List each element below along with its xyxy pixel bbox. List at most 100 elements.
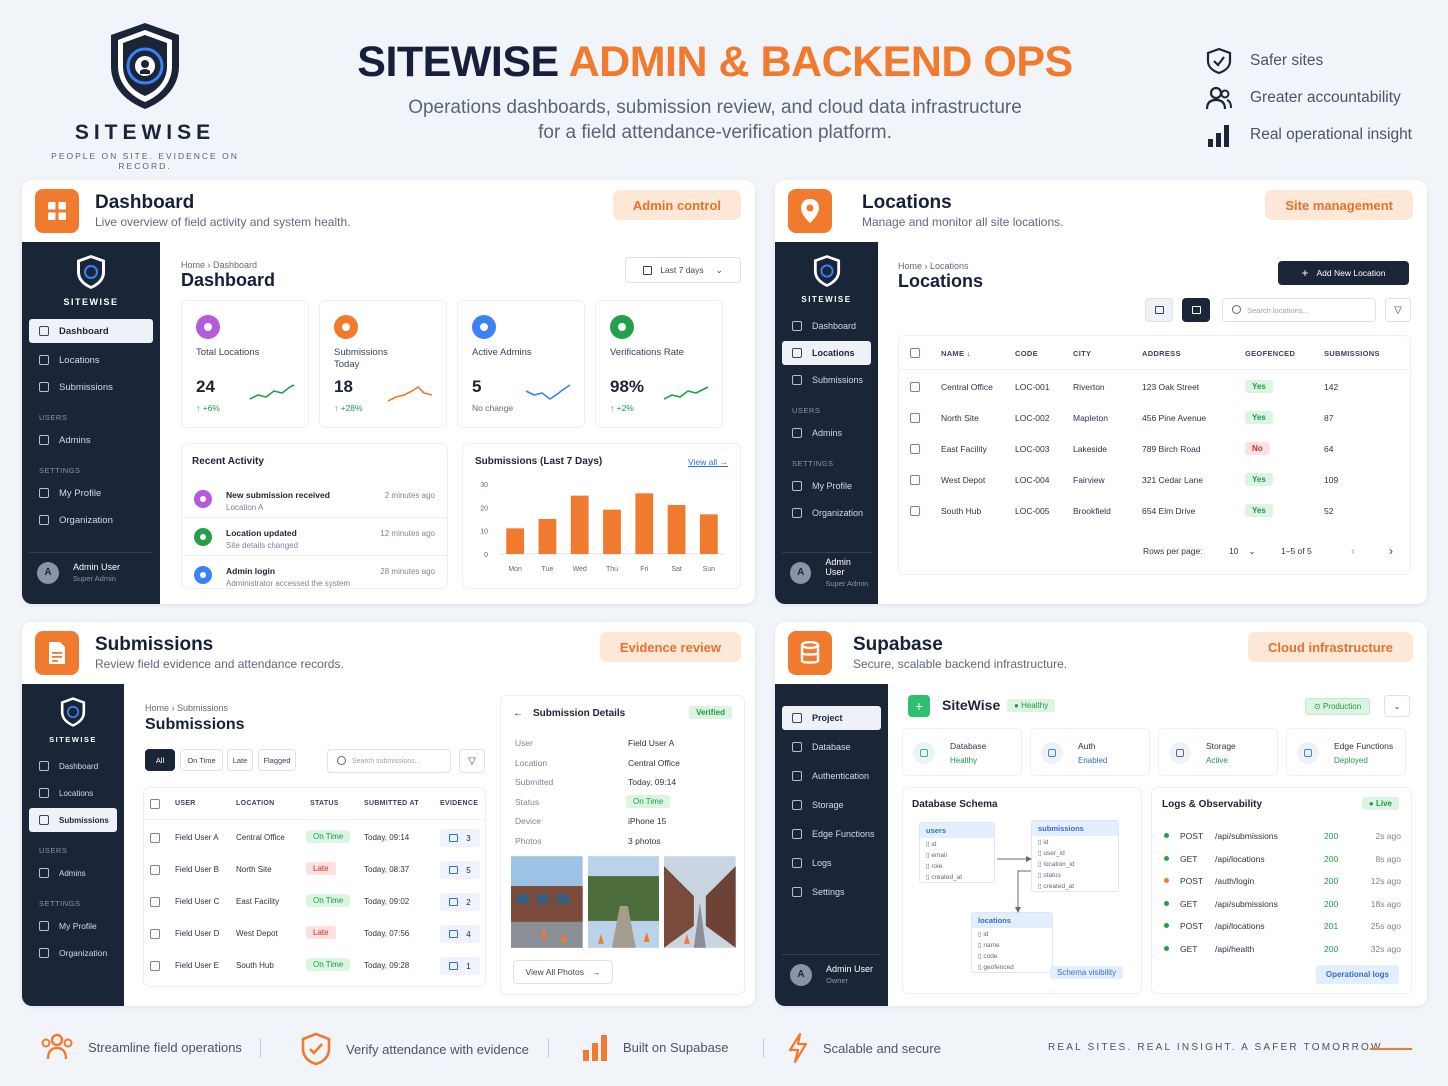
rows-per-page-select[interactable]: 10 ⌄ bbox=[1229, 546, 1256, 556]
site-photo-3[interactable] bbox=[664, 856, 737, 948]
bar-fri[interactable] bbox=[635, 493, 654, 554]
kpi-card[interactable]: Verifications Rate 98% ↑ +2% bbox=[595, 300, 723, 428]
supabase-nav-storage[interactable]: Storage bbox=[782, 793, 881, 817]
table-row[interactable]: Field User E South Hub On Time Today, 09… bbox=[144, 950, 487, 982]
table-row[interactable]: West Depot LOC-004 Fairview 321 Cedar La… bbox=[899, 465, 1412, 496]
sidebar-user[interactable]: A Admin User Super Admin bbox=[782, 552, 871, 592]
sidebar-item-locations[interactable]: Locations bbox=[29, 781, 117, 805]
next-page-button[interactable]: › bbox=[1389, 544, 1393, 558]
evidence-count[interactable]: 2 bbox=[440, 893, 480, 911]
operational-logs-button[interactable]: Operational logs bbox=[1315, 965, 1399, 984]
service-card[interactable]: Storage Active bbox=[1158, 728, 1278, 776]
column-header[interactable]: STATUS bbox=[310, 800, 339, 807]
log-entry[interactable]: POST /auth/login 200 12s ago bbox=[1152, 873, 1413, 893]
schema-table-locations[interactable]: locations ▯ id ▯ name ▯ code ▯ geofenced bbox=[971, 912, 1053, 973]
activity-item[interactable]: Admin login Administrator accessed the s… bbox=[182, 560, 447, 594]
column-header[interactable]: NAME ↓ bbox=[941, 349, 971, 358]
row-checkbox[interactable] bbox=[910, 444, 920, 454]
row-checkbox[interactable] bbox=[910, 506, 920, 516]
view-all-photos-button[interactable]: View All Photos → bbox=[513, 960, 613, 984]
evidence-count[interactable]: 3 bbox=[440, 829, 480, 847]
filter-tab-all[interactable]: All bbox=[145, 749, 175, 771]
sidebar-item-locations[interactable]: Locations bbox=[782, 341, 871, 365]
sidebar-user[interactable]: A Admin User Super Admin bbox=[29, 552, 153, 592]
column-header[interactable]: GEOFENCED bbox=[1245, 349, 1296, 358]
schema-table-submissions[interactable]: submissions ▯ id ▯ user_id ▯ location_id ▯ s… bbox=[1031, 820, 1119, 892]
sidebar-item-organization[interactable]: Organization bbox=[782, 501, 871, 525]
sidebar-item-admins[interactable]: Admins bbox=[29, 861, 117, 885]
service-card[interactable]: Database Healthy bbox=[902, 728, 1022, 776]
table-view-toggle[interactable] bbox=[1182, 298, 1210, 322]
sidebar-user[interactable]: A Admin User Owner bbox=[782, 954, 881, 994]
column-header[interactable]: EVIDENCE bbox=[440, 800, 479, 807]
environment-badge[interactable]: ⊙ Production bbox=[1305, 698, 1371, 715]
kpi-card[interactable]: Total Locations 24 ↑ +6% bbox=[181, 300, 309, 428]
add-location-button[interactable]: + Add New Location bbox=[1278, 261, 1409, 285]
sidebar-item-submissions[interactable]: Submissions bbox=[782, 368, 871, 392]
table-row[interactable]: Field User D West Depot Late Today, 07:5… bbox=[144, 918, 487, 950]
supabase-nav-project[interactable]: Project bbox=[782, 706, 881, 730]
log-entry[interactable]: POST /api/locations 201 25s ago bbox=[1152, 918, 1413, 938]
activity-item[interactable]: Location updated Site details changed 12… bbox=[182, 522, 447, 556]
view-all-link[interactable]: View all → bbox=[687, 457, 728, 467]
table-row[interactable]: South Hub LOC-005 Brookfield 654 Elm Dri… bbox=[899, 496, 1412, 527]
prev-page-button[interactable]: ‹ bbox=[1351, 544, 1355, 558]
log-entry[interactable]: GET /api/submissions 200 18s ago bbox=[1152, 896, 1413, 916]
activity-item[interactable]: New submission received Location A 2 min… bbox=[182, 484, 447, 518]
table-row[interactable]: East Facility LOC-003 Lakeside 789 Birch… bbox=[899, 434, 1412, 465]
column-header[interactable]: SUBMISSIONS bbox=[1324, 349, 1380, 358]
bar-wed[interactable] bbox=[570, 495, 589, 554]
filter-button[interactable]: ▽ bbox=[1385, 298, 1411, 322]
sidebar-item-dashboard[interactable]: Dashboard bbox=[782, 314, 871, 338]
filter-button[interactable]: ▽ bbox=[459, 749, 485, 773]
sidebar-item-submissions[interactable]: Submissions bbox=[29, 808, 117, 832]
supabase-nav-logs[interactable]: Logs bbox=[782, 851, 881, 875]
column-header[interactable]: ADDRESS bbox=[1142, 349, 1181, 358]
sidebar-item-profile[interactable]: My Profile bbox=[29, 914, 117, 938]
filter-tab-flagged[interactable]: Flagged bbox=[258, 749, 296, 771]
filter-tab-late[interactable]: Late bbox=[227, 749, 253, 771]
sidebar-item-profile[interactable]: My Profile bbox=[29, 481, 153, 505]
schema-table-users[interactable]: users ▯ id ▯ email ▯ role ▯ created_at bbox=[919, 822, 995, 883]
table-row[interactable]: Central Office LOC-001 Riverton 123 Oak … bbox=[899, 372, 1412, 403]
row-checkbox[interactable] bbox=[150, 961, 160, 971]
sidebar-item-organization[interactable]: Organization bbox=[29, 941, 117, 965]
site-photo-1[interactable] bbox=[511, 856, 583, 948]
card-view-toggle[interactable] bbox=[1145, 298, 1173, 322]
column-header[interactable]: USER bbox=[175, 800, 196, 807]
date-range-select[interactable]: Last 7 days ⌄ bbox=[625, 257, 741, 283]
row-checkbox[interactable] bbox=[150, 833, 160, 843]
sidebar-item-organization[interactable]: Organization bbox=[29, 508, 153, 532]
table-row[interactable]: Field User B North Site Late Today, 08:3… bbox=[144, 854, 487, 886]
site-photo-2[interactable] bbox=[587, 856, 660, 948]
row-checkbox[interactable] bbox=[150, 897, 160, 907]
log-entry[interactable]: GET /api/health 200 32s ago bbox=[1152, 941, 1413, 961]
log-entry[interactable]: GET /api/locations 200 8s ago bbox=[1152, 851, 1413, 871]
column-header[interactable]: LOCATION bbox=[236, 800, 275, 807]
row-checkbox[interactable] bbox=[910, 475, 920, 485]
supabase-nav-edge-functions[interactable]: Edge Functions bbox=[782, 822, 881, 846]
bar-mon[interactable] bbox=[506, 528, 525, 554]
row-checkbox[interactable] bbox=[910, 382, 920, 392]
search-input[interactable]: Search locations... bbox=[1222, 298, 1376, 322]
sidebar-item-submissions[interactable]: Submissions bbox=[29, 375, 153, 399]
bar-tue[interactable] bbox=[538, 519, 557, 554]
table-row[interactable]: North Site LOC-002 Mapleton 456 Pine Ave… bbox=[899, 403, 1412, 434]
bar-sat[interactable] bbox=[667, 505, 686, 554]
table-row[interactable]: Field User C East Facility On Time Today… bbox=[144, 886, 487, 918]
sidebar-item-locations[interactable]: Locations bbox=[29, 348, 153, 372]
bar-thu[interactable] bbox=[603, 509, 621, 554]
evidence-count[interactable]: 4 bbox=[440, 925, 480, 943]
environment-dropdown[interactable]: ⌄ bbox=[1384, 695, 1410, 717]
table-row[interactable]: Field User A Central Office On Time Toda… bbox=[144, 822, 487, 854]
row-checkbox[interactable] bbox=[150, 929, 160, 939]
bar-sun[interactable] bbox=[699, 514, 718, 554]
search-input[interactable]: Search submissions... bbox=[327, 749, 451, 773]
kpi-card[interactable]: Active Admins 5 No change bbox=[457, 300, 585, 428]
supabase-nav-database[interactable]: Database bbox=[782, 735, 881, 759]
sidebar-item-profile[interactable]: My Profile bbox=[782, 474, 871, 498]
evidence-count[interactable]: 5 bbox=[440, 861, 480, 879]
sidebar-item-dashboard[interactable]: Dashboard bbox=[29, 754, 117, 778]
select-all-checkbox[interactable] bbox=[910, 348, 920, 358]
kpi-card[interactable]: Submissions Today 18 ↑ +28% bbox=[319, 300, 447, 428]
